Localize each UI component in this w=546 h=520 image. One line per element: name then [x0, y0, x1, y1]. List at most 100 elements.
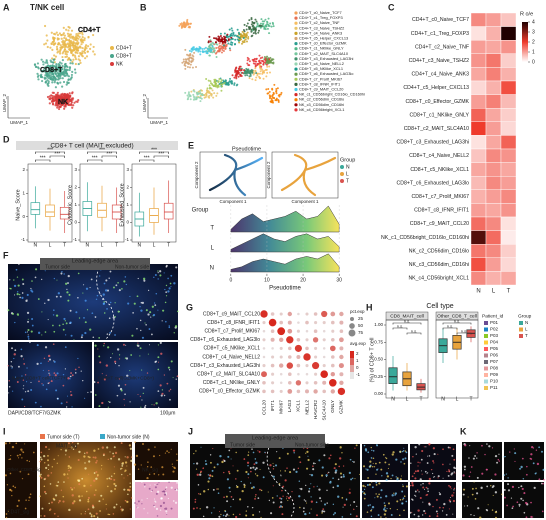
- umap-point: [81, 33, 84, 36]
- label: 0.75: [374, 339, 383, 344]
- speckle: [30, 330, 33, 333]
- speckle: [251, 448, 253, 450]
- umap-point: [255, 20, 258, 23]
- umap-point: [260, 65, 263, 68]
- speckle: [141, 481, 143, 483]
- speckle: [353, 508, 355, 511]
- dot: [297, 321, 300, 324]
- umap-point: [235, 67, 238, 70]
- speckle: [160, 352, 163, 355]
- speckle: [195, 450, 197, 452]
- speckle: [163, 493, 166, 496]
- label: CD8+T_c1_NKlike_GNLY: [299, 46, 344, 51]
- speckle: [8, 442, 11, 444]
- legend-swatch: [484, 334, 488, 338]
- umap-point: [238, 41, 241, 44]
- label: avg.exp: [350, 341, 366, 346]
- umap-point: [239, 33, 242, 36]
- label: T: [167, 242, 170, 248]
- speckle: [63, 317, 66, 320]
- speckle: [92, 336, 95, 339]
- speckle: [52, 324, 54, 327]
- umap-point: [61, 64, 64, 68]
- speckle: [168, 326, 171, 329]
- speckle: [167, 366, 170, 369]
- speckle: [65, 406, 68, 408]
- umap-point: [216, 92, 219, 95]
- label: T: [507, 289, 511, 295]
- speckle: [442, 506, 445, 509]
- dot: [339, 329, 344, 333]
- speckle: [403, 495, 406, 498]
- speckle: [109, 331, 112, 334]
- umap-point: [61, 77, 64, 80]
- label: 4: [532, 19, 535, 25]
- umap-point: [245, 24, 248, 27]
- speckle: [99, 293, 101, 295]
- speckle: [14, 376, 17, 378]
- speckle: [226, 500, 229, 503]
- label: Group: [192, 208, 209, 214]
- umap-point: [205, 93, 208, 96]
- speckle: [125, 283, 128, 286]
- legend-swatch: [484, 347, 488, 351]
- speckle: [315, 501, 318, 504]
- legend-swatch: [100, 434, 105, 439]
- speckle: [257, 450, 259, 452]
- umap-point: [247, 35, 250, 38]
- speckle: [166, 450, 168, 453]
- speckle: [192, 507, 195, 510]
- umap-point: [252, 22, 255, 25]
- umap-point: [37, 67, 40, 70]
- umap-point: [229, 77, 232, 80]
- speckle: [399, 450, 402, 453]
- speckle: [118, 289, 121, 292]
- umap-point: [62, 99, 66, 102]
- umap-point: [47, 64, 50, 67]
- umap-point: [182, 60, 185, 63]
- speckle: [139, 355, 141, 357]
- speckle: [105, 364, 109, 367]
- speckle: [353, 461, 355, 463]
- umap-point: [51, 97, 54, 100]
- speckle: [114, 360, 117, 363]
- umap-point: [220, 80, 223, 83]
- umap-point: [203, 50, 206, 53]
- box: [388, 367, 398, 384]
- dot: [331, 355, 335, 359]
- speckle: [66, 291, 69, 294]
- speckle: [170, 286, 172, 288]
- speckle: [53, 277, 56, 280]
- umap-point: [186, 66, 189, 69]
- umap-point: [89, 43, 92, 46]
- umap-point: [55, 78, 59, 81]
- speckle: [77, 272, 80, 275]
- speckle: [170, 507, 173, 510]
- dot: [322, 347, 326, 350]
- dot: [305, 338, 309, 342]
- speckle: [142, 277, 146, 281]
- speckle: [131, 334, 134, 337]
- speckle: [363, 497, 366, 500]
- umap-point: [78, 35, 81, 38]
- speckle: [475, 492, 479, 495]
- heat-cell: [470, 80, 487, 95]
- umap-point: [223, 35, 226, 38]
- umap-point: [233, 34, 236, 37]
- legend-dot: [294, 11, 298, 15]
- label: CD8+T_c3_Exhausted_LAG3hi: [190, 363, 260, 369]
- speckle: [485, 468, 488, 471]
- speckle: [368, 483, 371, 486]
- speckle: [26, 367, 28, 369]
- speckle: [287, 499, 289, 502]
- speckle: [202, 515, 205, 518]
- umap-point: [45, 34, 48, 37]
- speckle: [196, 507, 198, 509]
- speckle: [428, 477, 431, 481]
- speckle: [34, 401, 37, 404]
- speckle: [129, 473, 131, 475]
- umap-point: [247, 37, 250, 40]
- speckle: [254, 497, 256, 500]
- dot: [279, 355, 283, 359]
- speckle: [157, 390, 160, 393]
